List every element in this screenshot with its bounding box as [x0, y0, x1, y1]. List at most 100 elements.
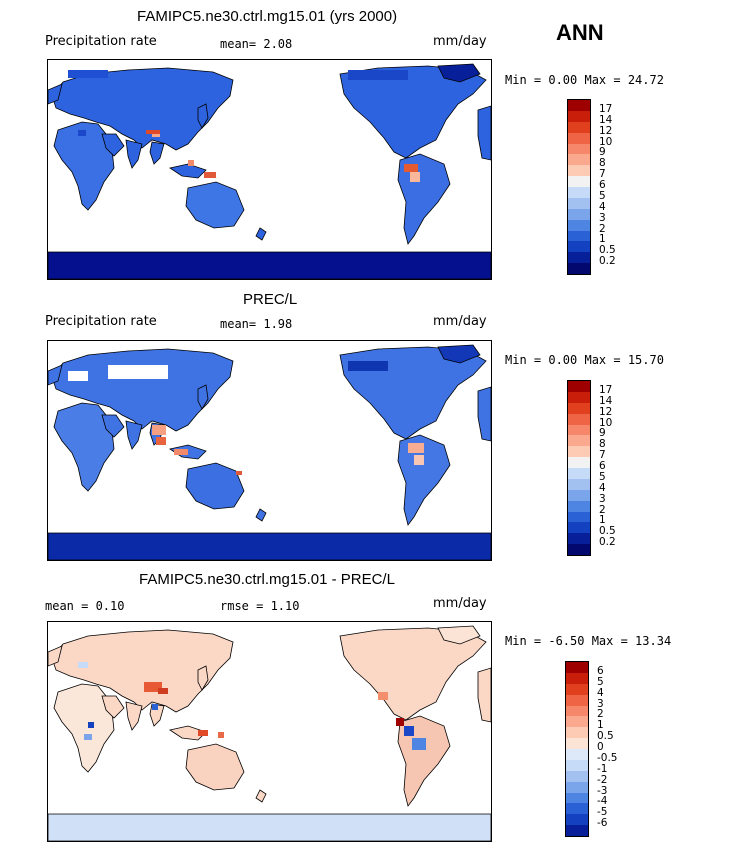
colorbar-tick-label: 0	[597, 741, 604, 753]
colorbar-tick-label: 3	[597, 697, 604, 710]
field-patch	[84, 734, 92, 740]
colorbar-segment	[568, 533, 590, 545]
field-patch	[414, 455, 424, 465]
field-patch	[152, 134, 160, 137]
colorbar-segment	[568, 500, 590, 512]
landmass-japan	[197, 103, 209, 129]
colorbar-segment	[568, 263, 590, 274]
colorbar-tick-label: 5	[599, 189, 606, 202]
colorbar-tick-label: 1	[599, 233, 606, 246]
colorbar-tick-label: 12	[599, 124, 613, 137]
colorbar-segment	[566, 716, 588, 728]
landmass-seasia	[149, 141, 165, 165]
colorbar-tick-label: -3	[597, 784, 608, 797]
field-patch	[156, 437, 166, 445]
landmass-rightedge	[477, 105, 491, 161]
colorbar-segment	[568, 522, 590, 534]
landmass-greenland	[437, 344, 481, 364]
landmass-australia	[185, 743, 245, 791]
field-patch	[152, 704, 158, 710]
field-patch	[404, 164, 418, 172]
field-patch	[144, 682, 162, 692]
colorbar-segment	[568, 424, 590, 436]
panel-1-units: mm/day	[433, 34, 487, 49]
landmass-africa	[53, 402, 115, 492]
colorbar-tick-label: 4	[599, 481, 606, 494]
colorbar-tick-label: 6	[599, 460, 606, 472]
field-patch	[146, 130, 160, 134]
colorbar-tick-label: 6	[599, 179, 606, 191]
panel-3-map	[47, 621, 492, 842]
panel-1-title: FAMIPC5.ne30.ctrl.mg15.01 (yrs 2000)	[137, 8, 398, 25]
field-patch	[68, 371, 88, 381]
landmass-indon	[168, 163, 207, 179]
colorbar-tick-label: 14	[599, 113, 613, 126]
colorbar-segment	[568, 435, 590, 447]
colorbar-segment	[566, 738, 588, 749]
colorbar-tick-label: 4	[599, 200, 606, 213]
colorbar-tick-label: 10	[599, 416, 613, 429]
field-patch	[68, 70, 108, 78]
colorbar-tick-label: 2	[599, 503, 606, 516]
colorbar-tick-label: 0.5	[599, 244, 616, 257]
colorbar-tick-label: 5	[597, 675, 604, 688]
colorbar-segment	[568, 511, 590, 523]
colorbar-segment	[568, 457, 590, 468]
colorbar-tick-label: 1	[597, 719, 604, 732]
panel-3-mean: mean = 0.10	[45, 599, 125, 613]
colorbar-tick-label: 12	[599, 405, 613, 418]
colorbar-segment	[568, 252, 590, 264]
landmass-arabia	[101, 133, 125, 157]
landmass-australia	[185, 462, 245, 510]
colorbar-segment	[566, 705, 588, 717]
colorbar-segment	[568, 241, 590, 253]
colorbar-segment	[566, 683, 588, 695]
landmass-arabia	[101, 695, 125, 719]
panel-2-title: PREC/L	[243, 291, 298, 308]
colorbar-segment	[566, 781, 588, 793]
panel-2-mean: mean= 1.98	[220, 317, 293, 331]
panel-2-units: mm/day	[433, 314, 487, 329]
colorbar-segment	[566, 749, 588, 760]
colorbar-tick-label: 0.2	[599, 255, 616, 268]
colorbar-tick-label: -0.5	[597, 751, 618, 764]
field-patch	[174, 449, 188, 455]
landmass-japan	[197, 665, 209, 691]
landmass-rightedge	[477, 386, 491, 442]
landmass-australia	[185, 181, 245, 229]
landmass-arabia	[101, 414, 125, 438]
landmass-india	[125, 420, 143, 450]
colorbar-tick-label: 0.2	[599, 536, 616, 549]
field-patch	[348, 361, 388, 371]
colorbar-segment	[566, 662, 588, 673]
colorbar-segment	[568, 489, 590, 501]
field-patch	[188, 160, 194, 166]
landmass-eurasia	[51, 629, 234, 713]
colorbar-tick-label: -2	[597, 773, 608, 786]
colorbar-tick-label: 8	[599, 157, 606, 170]
landmass-europe	[48, 364, 63, 386]
panel-3-rmse: rmse = 1.10	[220, 599, 300, 613]
colorbar-tick-label: 10	[599, 135, 613, 148]
colorbar-segment	[566, 694, 588, 706]
colorbar-tick-label: 9	[599, 146, 606, 159]
landmass-japan	[197, 384, 209, 410]
colorbar-tick-label: -5	[597, 806, 608, 819]
field-patch	[236, 471, 242, 475]
colorbar-tick-label: -1	[597, 762, 608, 775]
field-patch	[108, 365, 168, 379]
field-patch	[412, 738, 426, 750]
field-patch	[78, 662, 88, 668]
landmass-europe	[48, 645, 63, 667]
panel-1-colorbar	[567, 99, 591, 275]
colorbar-segment	[568, 187, 590, 198]
landmass-greenland	[437, 63, 481, 83]
colorbar-tick-label: 7	[599, 168, 606, 181]
colorbar-tick-label: 5	[599, 470, 606, 483]
colorbar-tick-label: 17	[599, 383, 613, 396]
colorbar-tick-label: 3	[599, 211, 606, 224]
colorbar-tick-label: 8	[599, 438, 606, 451]
colorbar-segment	[566, 770, 588, 782]
colorbar-tick-label: 0.5	[599, 525, 616, 538]
colorbar-segment	[566, 672, 588, 684]
